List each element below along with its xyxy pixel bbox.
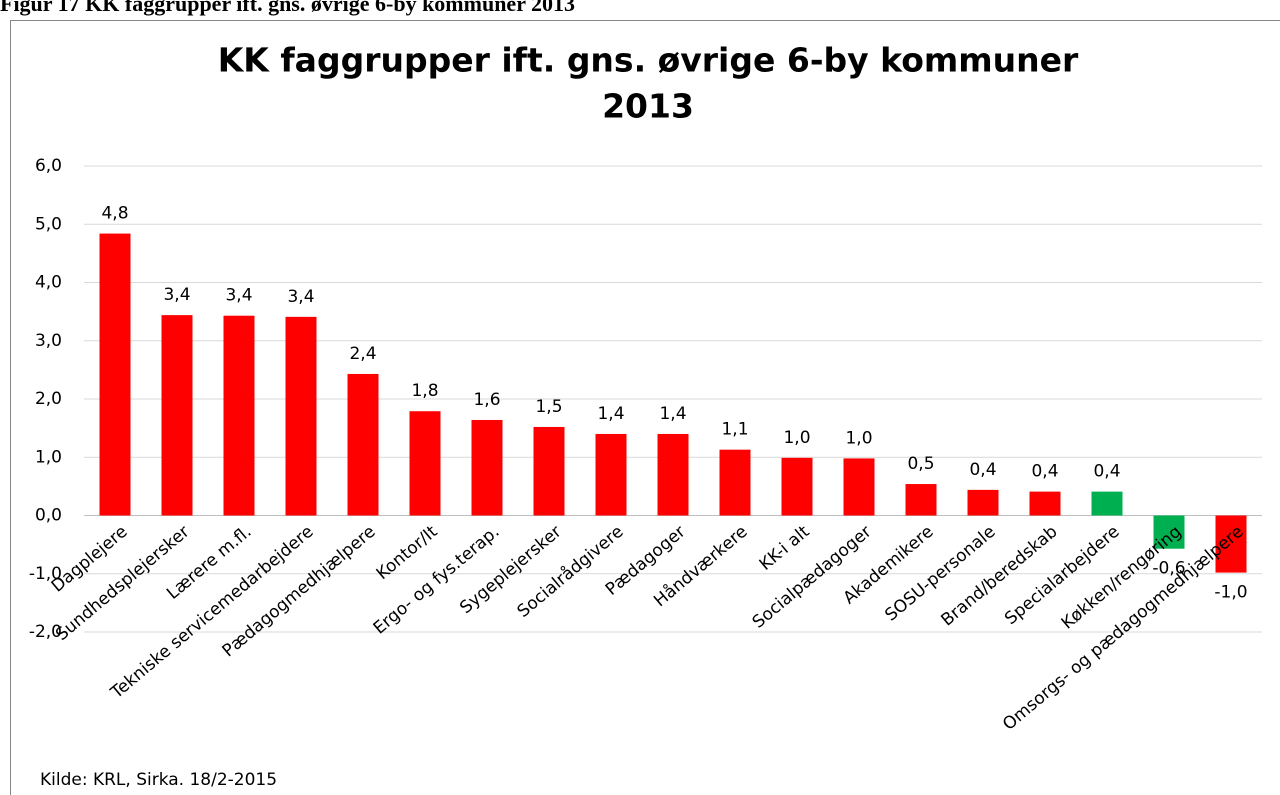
- page-header: Figur 17 KK faggrupper ift. gns. øvrige …: [0, 0, 575, 16]
- bar: [533, 426, 565, 516]
- bar: [409, 411, 441, 516]
- y-tick-label: -2,0: [29, 622, 62, 642]
- data-label: 1,0: [845, 428, 872, 448]
- bar: [781, 457, 813, 516]
- x-tick-label: Socialrådgivere: [513, 521, 627, 622]
- y-tick-label: 0,0: [35, 506, 62, 526]
- bar: [161, 315, 193, 516]
- bar: [1029, 491, 1061, 516]
- data-label: 1,5: [535, 397, 562, 417]
- chart-title: KK faggrupper ift. gns. øvrige 6-by komm…: [218, 41, 1079, 80]
- data-label: 3,4: [225, 286, 252, 306]
- data-label: 3,4: [287, 287, 314, 307]
- y-tick-label: 3,0: [35, 331, 62, 351]
- data-label: 0,4: [1031, 462, 1058, 482]
- data-label: 0,4: [969, 460, 996, 480]
- bar: [471, 419, 503, 516]
- bar: [1091, 491, 1123, 516]
- x-tick-label: Brand/beredskab: [937, 522, 1061, 631]
- data-label: 1,4: [659, 404, 686, 424]
- y-tick-label: 1,0: [35, 447, 62, 467]
- data-label: 0,4: [1093, 462, 1120, 482]
- bar: [905, 484, 937, 516]
- x-tick-label: KK-i alt: [756, 522, 814, 575]
- y-tick-label: -1,0: [29, 564, 62, 584]
- x-tick-label: Socialpædagoger: [749, 522, 876, 633]
- source-note: Kilde: KRL, Sirka. 18/2-2015: [40, 770, 277, 790]
- bar: [843, 458, 875, 516]
- bar: [1153, 515, 1185, 549]
- bar: [347, 373, 379, 516]
- data-label: -0,6: [1152, 559, 1185, 579]
- data-label: 4,8: [101, 204, 128, 224]
- y-tick-label: 5,0: [35, 214, 62, 234]
- data-label: 1,8: [411, 381, 438, 401]
- y-tick-label: 6,0: [35, 156, 62, 176]
- bar: [657, 433, 689, 516]
- chart-frame: [10, 20, 1280, 795]
- x-tick-label: Specialarbejdere: [1001, 522, 1123, 629]
- bar: [285, 316, 317, 516]
- data-label: -1,0: [1214, 583, 1247, 603]
- data-label: 1,0: [783, 428, 810, 448]
- chart-title: 2013: [602, 87, 694, 126]
- bar: [223, 315, 255, 516]
- data-label: 2,4: [349, 344, 376, 364]
- data-label: 3,4: [163, 285, 190, 305]
- data-label: 0,5: [907, 454, 934, 474]
- data-label: 1,6: [473, 390, 500, 410]
- bar: [719, 449, 751, 516]
- bar: [1215, 515, 1247, 573]
- data-label: 1,1: [721, 420, 748, 440]
- data-label: 1,4: [597, 404, 624, 424]
- y-tick-label: 4,0: [35, 273, 62, 293]
- bar: [967, 489, 999, 516]
- bar: [595, 433, 627, 516]
- bar: [99, 233, 131, 516]
- y-tick-label: 2,0: [35, 389, 62, 409]
